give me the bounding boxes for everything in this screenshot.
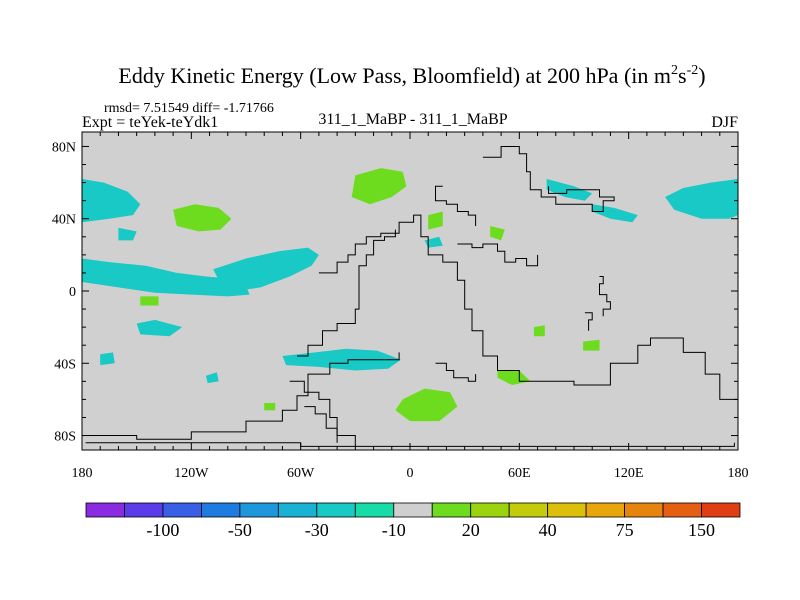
coastline-1: [318, 214, 738, 422]
x-tick-label-5: 120E: [614, 466, 644, 481]
coastline-7: [599, 276, 611, 317]
colorbar-swatch-0: [85, 502, 125, 518]
colorbar-swatch-6: [316, 502, 356, 518]
colorbar: -100 -50 -30 -10 20 40 75 150: [85, 502, 741, 540]
x-tick-label-6: 180: [728, 466, 749, 481]
y-axis: 80N 40N 0 40S 80S: [52, 140, 738, 445]
coastline-2: [297, 229, 396, 357]
colorbar-label-5: 40: [539, 520, 557, 540]
field-region-15: [490, 226, 505, 241]
field-region-11: [118, 227, 137, 241]
field-region-7: [205, 372, 219, 384]
colorbar-swatch-11: [508, 502, 549, 518]
field-region-1: [665, 179, 738, 219]
colorbar-label-0: -100: [146, 520, 179, 540]
field-region-16: [395, 388, 458, 422]
colorbar-label-1: -50: [228, 520, 252, 540]
expt-label: Expt = teYek-teYdk1: [82, 114, 218, 131]
colorbar-label-6: 75: [616, 520, 634, 540]
coastline-3: [289, 380, 356, 447]
chart-title-sup-2: -2: [687, 63, 699, 78]
colorbar-swatch-8: [393, 502, 433, 518]
field-region-18: [583, 339, 600, 351]
coastline-8: [584, 312, 593, 331]
field-region-5: [100, 352, 115, 366]
stats-label: rmsd= 7.51549 diff= -1.71766: [104, 101, 274, 116]
coastline-11: [435, 185, 477, 226]
subtitle-label: 311_1_MaBP - 311_1_MaBP: [318, 111, 507, 128]
y-tick-label-4: 80S: [54, 430, 76, 445]
colorbar-swatch-5: [277, 502, 318, 518]
field-region-6: [282, 348, 401, 371]
field-region-19: [533, 325, 545, 337]
coastline-4: [304, 406, 338, 443]
x-tick-label-4: 60E: [508, 466, 531, 481]
coastline-9: [457, 243, 539, 267]
colorbar-swatch-14: [624, 502, 664, 518]
x-tick-label-3: 0: [407, 466, 414, 481]
field-region-3: [213, 247, 319, 291]
colorbar-swatch-1: [124, 502, 164, 518]
colorbar-label-3: -10: [382, 520, 406, 540]
coastline-10: [435, 362, 477, 382]
season-label: DJF: [711, 114, 738, 131]
field-region-21: [140, 296, 159, 306]
colorbar-swatch-15: [662, 502, 702, 518]
colorbar-swatch-16: [701, 502, 741, 518]
field-regions: [82, 168, 738, 422]
y-tick-label-2: 0: [69, 285, 76, 300]
y-tick-label-0: 80N: [52, 140, 76, 155]
colorbar-swatch-12: [547, 502, 587, 518]
colorbar-swatch-2: [162, 502, 202, 518]
x-axis: 180 120W 60W 0 60E 120E 180: [72, 132, 749, 481]
chart-title-main: Eddy Kinetic Energy (Low Pass, Bloomfiel…: [118, 63, 671, 88]
chart-title: Eddy Kinetic Energy (Low Pass, Bloomfiel…: [118, 63, 705, 88]
coastline-0: [482, 146, 615, 212]
colorbar-label-2: -30: [305, 520, 329, 540]
field-region-10: [424, 236, 443, 248]
colorbar-swatch-9: [431, 502, 472, 518]
colorbar-swatch-7: [354, 502, 395, 518]
colorbar-swatch-4: [239, 502, 279, 518]
field-region-20: [264, 403, 276, 411]
y-tick-label-1: 40N: [52, 213, 76, 228]
colorbar-swatch-10: [470, 502, 510, 518]
colorbar-swatch-3: [201, 502, 241, 518]
colorbar-label-7: 150: [688, 520, 715, 540]
field-region-14: [428, 211, 443, 230]
x-tick-label-2: 60W: [287, 466, 315, 481]
x-tick-label-0: 180: [72, 466, 93, 481]
field-region-12: [173, 204, 232, 232]
x-tick-label-1: 120W: [174, 466, 209, 481]
field-region-4: [136, 319, 183, 337]
field-region-0: [82, 179, 141, 223]
field-region-13: [351, 168, 407, 205]
chart-title-sup-1: 2: [671, 63, 678, 78]
coastline-5: [82, 352, 400, 440]
y-tick-label-3: 40S: [54, 357, 76, 372]
colorbar-swatch-13: [585, 502, 625, 518]
chart-title-end: ): [698, 63, 705, 88]
colorbar-label-4: 20: [462, 520, 480, 540]
field-region-2: [82, 258, 250, 297]
chart-title-mid: s: [678, 63, 687, 88]
